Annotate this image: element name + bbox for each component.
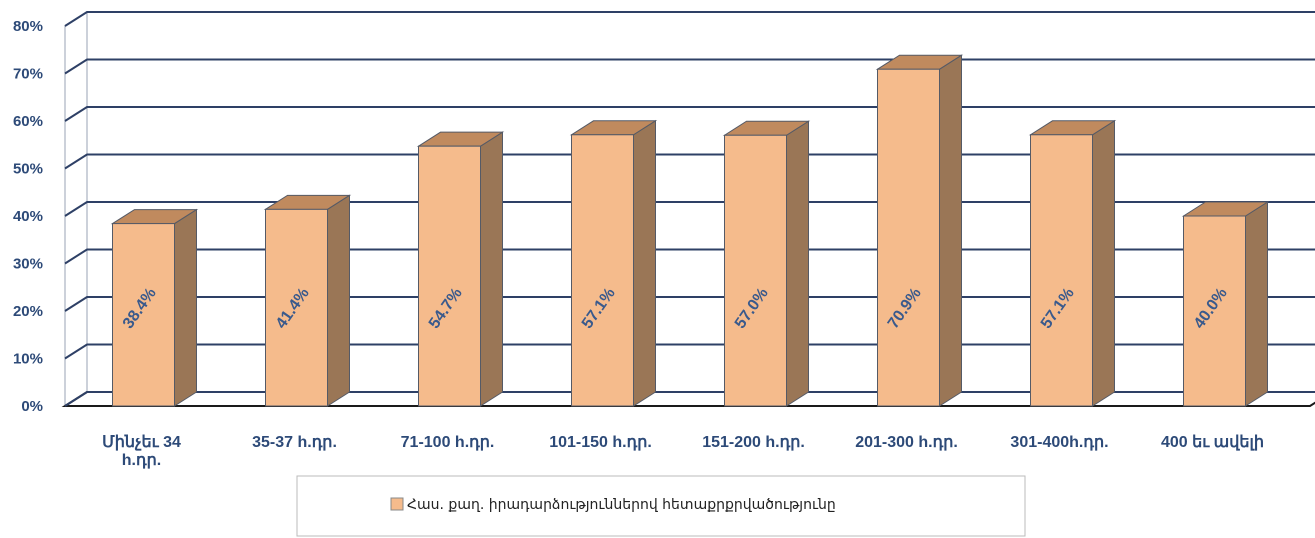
gridline [64, 296, 1315, 312]
x-tick-label: 35-37 h.դր. [252, 434, 337, 451]
gridlines [64, 11, 1315, 407]
bar-side [480, 131, 503, 407]
bar-front [724, 134, 787, 407]
bar-front [571, 134, 634, 407]
bar: 57.1% [569, 119, 658, 407]
y-tick-label: 20% [13, 303, 43, 320]
bar: 57.0% [722, 120, 811, 407]
gridline [64, 58, 1315, 75]
gridline [64, 343, 1315, 360]
gridline [64, 11, 1315, 27]
chart-walls [61, 11, 1315, 407]
legend: Հաս. քաղ. իրադարձություններով հետաքրքրվա… [296, 475, 1026, 537]
bar-side [1245, 201, 1268, 407]
y-tick-label: 70% [13, 66, 43, 83]
bar: 70.9% [875, 54, 964, 407]
x-tick-label: 101-150 h.դր. [549, 434, 652, 451]
bar-side [327, 194, 350, 407]
x-tick-label: 400 եւ ավելի [1161, 434, 1264, 451]
legend-label: Հաս. քաղ. իրադարձություններով հետաքրքրվա… [407, 497, 836, 513]
gridline [64, 201, 1315, 217]
x-tick-label: 301-400h.դր. [1010, 434, 1108, 451]
y-tick-label: 30% [13, 256, 43, 273]
gridline [64, 153, 1315, 170]
y-tick-label: 80% [13, 18, 43, 35]
gridline [64, 106, 1315, 122]
bar-side [633, 119, 656, 407]
x-axis-categories: Մինչեւ 34 h.դր. 35-37 h.դր. 71-100 h.դր. 101… [102, 434, 1264, 469]
bar-side [939, 54, 962, 407]
bar: 54.7% [416, 131, 505, 407]
x-tick-label: Մինչեւ 34 h.դր. [102, 434, 181, 469]
bar: 40.0% [1181, 201, 1270, 407]
y-tick-label: 10% [13, 351, 43, 368]
x-tick-label: 71-100 h.դր. [401, 434, 495, 451]
legend-box [296, 475, 1026, 537]
gridline [64, 248, 1315, 265]
y-tick-label: 50% [13, 161, 43, 178]
bar-side [174, 208, 197, 407]
bar-front [1030, 134, 1093, 407]
y-tick-label: 40% [13, 208, 43, 225]
x-tick-label: 151-200 h.դր. [702, 434, 805, 451]
bar-front [112, 223, 175, 407]
bar: 41.4% [263, 194, 352, 407]
bar-front [1183, 215, 1246, 407]
bar-front [265, 208, 328, 407]
bar-side [786, 120, 809, 407]
bar-side [1092, 119, 1115, 407]
bar-front [877, 68, 940, 407]
y-axis-ticks: 0% 10% 20% 30% 40% 50% 60% 70% 80% [13, 18, 43, 415]
bar: 57.1% [1028, 119, 1117, 407]
bar: 38.4% [110, 208, 199, 407]
x-tick-label: 201-300 h.դր. [855, 434, 958, 451]
bars: 38.4% 41.4% 54.7% 57.1% 57.0% 70.9% 57.1% 40.0% [110, 54, 1270, 407]
y-tick-label: 0% [21, 398, 43, 415]
legend-swatch [390, 497, 404, 511]
bar-front [418, 145, 481, 407]
y-tick-label: 60% [13, 113, 43, 130]
